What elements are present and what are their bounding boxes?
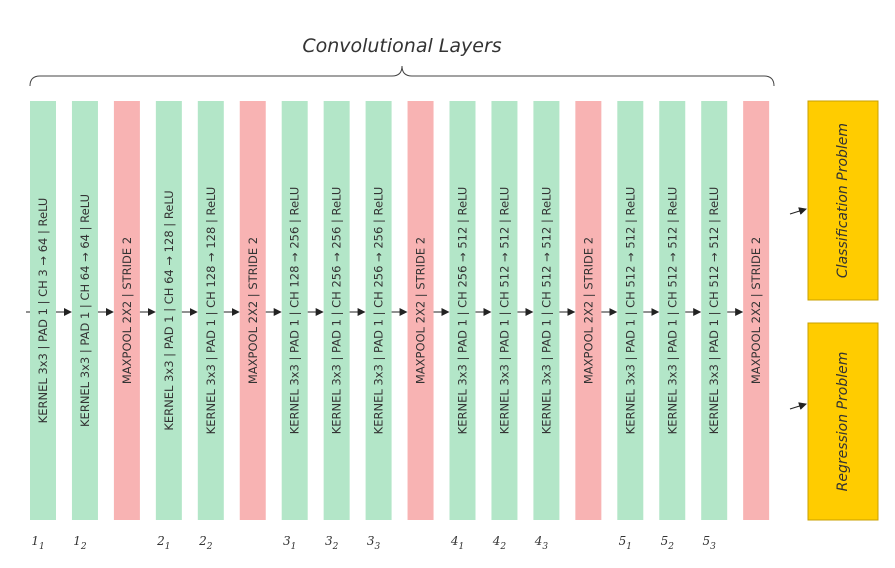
maxpool-layer: MAXPOOL 2X2 | STRIDE 2 (743, 101, 770, 520)
layer-label: KERNEL 3x3 | PAD 1 | CH 512 → 512 | ReLU (623, 187, 637, 435)
layer-block (617, 101, 644, 520)
layer-label: KERNEL 3x3 | PAD 1 | CH 256 → 256 | ReLU (330, 187, 344, 435)
layer-index: 52 (661, 534, 675, 552)
diagram-title: Convolutional Layers (302, 35, 501, 57)
layer-block (533, 101, 560, 520)
layer-label: KERNEL 3x3 | PAD 1 | CH 512 → 512 | ReLU (665, 187, 679, 435)
maxpool-layer: MAXPOOL 2X2 | STRIDE 2 (407, 101, 434, 520)
layer-index: 43 (534, 534, 549, 552)
conv-layer: KERNEL 3x3 | PAD 1 | CH 256 → 256 | ReLU (365, 101, 392, 520)
layers-brace (29, 65, 775, 87)
layer-block (743, 101, 770, 520)
regression-output: Regression Problem (789, 322, 879, 521)
layer-block (155, 101, 182, 520)
output-label: Classification Problem (835, 123, 851, 278)
layer-label: KERNEL 3x3 | PAD 1 | CH 128 → 128 | ReLU (204, 187, 218, 435)
output-arrow (789, 207, 807, 215)
layer-indices: 11 12 21 22 31 32 33 41 42 43 51 52 53 (31, 534, 716, 552)
layer-index: 22 (198, 534, 213, 552)
layer-block (71, 101, 98, 520)
conv-layer: KERNEL 3x3 | PAD 1 | CH 3 → 64 | ReLU (30, 101, 56, 520)
layer-label: KERNEL 3x3 | PAD 1 | CH 512 → 512 | ReLU (539, 187, 553, 435)
layer-label: KERNEL 3x3 | PAD 1 | CH 64 → 128 | ReLU (162, 190, 176, 430)
layer-block (575, 101, 602, 520)
layer-index: 21 (156, 534, 170, 552)
layer-label: MAXPOOL 2X2 | STRIDE 2 (246, 237, 260, 384)
layer-label: KERNEL 3x3 | PAD 1 | CH 256 → 512 | ReLU (456, 187, 470, 435)
output-label: Regression Problem (835, 352, 851, 492)
layer-block (659, 101, 686, 520)
layer-label: KERNEL 3x3 | PAD 1 | CH 128 → 256 | ReLU (288, 187, 302, 435)
layer-label: MAXPOOL 2X2 | STRIDE 2 (581, 237, 595, 384)
layer-block (281, 101, 308, 520)
conv-layer: KERNEL 3x3 | PAD 1 | CH 64 → 128 | ReLU (155, 101, 182, 520)
layer-label: KERNEL 3x3 | PAD 1 | CH 64 → 64 | ReLU (78, 194, 92, 427)
layer-block (701, 101, 728, 520)
layers-group: KERNEL 3x3 | PAD 1 | CH 3 → 64 | ReLU KER… (30, 101, 770, 520)
layer-label: MAXPOOL 2X2 | STRIDE 2 (749, 237, 763, 384)
layer-label: KERNEL 3x3 | PAD 1 | CH 512 → 512 | ReLU (497, 187, 511, 435)
layer-label: KERNEL 3x3 | PAD 1 | CH 3 → 64 | ReLU (36, 198, 50, 424)
conv-layer: KERNEL 3x3 | PAD 1 | CH 512 → 512 | ReLU (701, 101, 728, 520)
layer-block (239, 101, 266, 520)
layer-block (323, 101, 350, 520)
layer-block (30, 101, 56, 520)
conv-layer: KERNEL 3x3 | PAD 1 | CH 512 → 512 | ReLU (533, 101, 560, 520)
layer-label: MAXPOOL 2X2 | STRIDE 2 (120, 237, 134, 384)
layer-index: 41 (450, 534, 464, 552)
conv-layer: KERNEL 3x3 | PAD 1 | CH 64 → 64 | ReLU (71, 101, 98, 520)
classification-output: Classification Problem (789, 100, 879, 301)
layer-index: 31 (283, 534, 296, 552)
layer-index: 12 (73, 534, 87, 552)
layer-block (197, 101, 224, 520)
layer-block (449, 101, 476, 520)
layer-index: 42 (492, 534, 507, 552)
conv-layer: KERNEL 3x3 | PAD 1 | CH 512 → 512 | ReLU (491, 101, 518, 520)
layer-index: 32 (325, 534, 339, 552)
maxpool-layer: MAXPOOL 2X2 | STRIDE 2 (239, 101, 266, 520)
layer-index: 53 (703, 534, 717, 552)
conv-layer: KERNEL 3x3 | PAD 1 | CH 256 → 256 | ReLU (323, 101, 350, 520)
output-box (807, 322, 879, 521)
layer-block (407, 101, 434, 520)
conv-layer: KERNEL 3x3 | PAD 1 | CH 512 → 512 | ReLU (659, 101, 686, 520)
outputs-group: Classification Problem Regression Problem (789, 100, 879, 521)
conv-layer: KERNEL 3x3 | PAD 1 | CH 256 → 512 | ReLU (449, 101, 476, 520)
maxpool-layer: MAXPOOL 2X2 | STRIDE 2 (113, 101, 140, 520)
conv-layer: KERNEL 3x3 | PAD 1 | CH 128 → 256 | ReLU (281, 101, 308, 520)
layer-block (113, 101, 140, 520)
conv-layer: KERNEL 3x3 | PAD 1 | CH 512 → 512 | ReLU (617, 101, 644, 520)
layer-label: KERNEL 3x3 | PAD 1 | CH 512 → 512 | ReLU (707, 187, 721, 435)
layer-label: KERNEL 3x3 | PAD 1 | CH 256 → 256 | ReLU (372, 187, 386, 435)
maxpool-layer: MAXPOOL 2X2 | STRIDE 2 (575, 101, 602, 520)
output-arrow (789, 402, 807, 410)
layer-block (491, 101, 518, 520)
conv-layer: KERNEL 3x3 | PAD 1 | CH 128 → 128 | ReLU (197, 101, 224, 520)
output-box (807, 100, 879, 301)
layer-index: 33 (367, 534, 381, 552)
layer-label: MAXPOOL 2X2 | STRIDE 2 (414, 237, 428, 384)
layer-index: 11 (31, 534, 44, 552)
layer-index: 51 (619, 534, 632, 552)
layer-block (365, 101, 392, 520)
